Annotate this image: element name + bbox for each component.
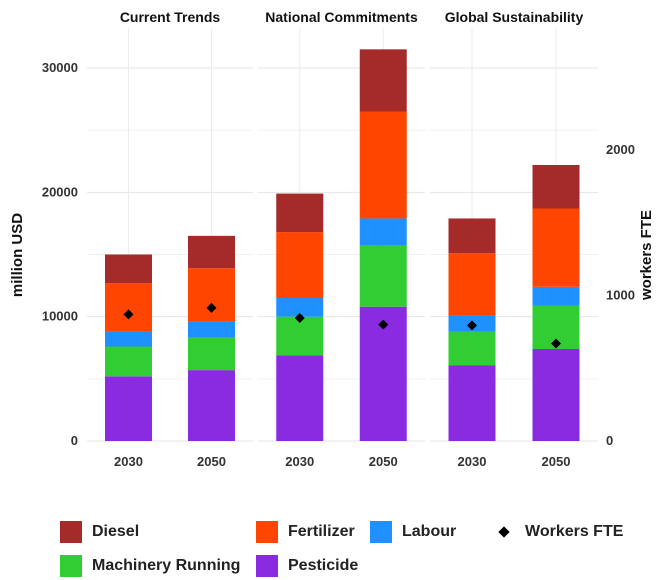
legend-swatch bbox=[60, 555, 82, 577]
bar-segment-fertilizer bbox=[105, 283, 152, 332]
bar-segment-fertilizer bbox=[448, 253, 496, 316]
x-tick-label: 2050 bbox=[542, 454, 571, 469]
legend-swatch bbox=[60, 521, 82, 543]
legend-swatch bbox=[256, 521, 278, 543]
bar-segment-fertilizer bbox=[532, 208, 580, 287]
bar-segment-pesticide bbox=[276, 355, 324, 441]
legend-item-machinery-running: Machinery Running bbox=[60, 554, 240, 578]
workers-fte-marker bbox=[123, 309, 134, 320]
bar-segment-labour bbox=[276, 298, 324, 317]
facet-title: National Commitments bbox=[265, 9, 418, 25]
workers-fte-marker bbox=[294, 313, 305, 324]
bar-segment-fertilizer bbox=[276, 232, 324, 299]
legend-item-diesel: Diesel bbox=[60, 520, 139, 544]
legend-item-pesticide: Pesticide bbox=[256, 554, 358, 578]
bar-segment-diesel bbox=[532, 164, 580, 209]
bar-segment-machinery-running bbox=[276, 316, 324, 356]
legend-swatch bbox=[256, 555, 278, 577]
bar-segment-labour bbox=[359, 218, 407, 246]
y2-tick-label: 1000 bbox=[606, 288, 635, 303]
bar-segment-pesticide bbox=[188, 370, 235, 441]
legend-label: Labour bbox=[402, 523, 457, 540]
bar-segment-diesel bbox=[105, 254, 152, 284]
stacked-bar-chart: Current Trends National Commitments Global… bbox=[9, 9, 655, 469]
y-tick-label: 0 bbox=[71, 433, 78, 448]
y-tick-label: 30000 bbox=[42, 60, 78, 75]
bar-segment-machinery-running bbox=[188, 337, 235, 371]
legend-label: Diesel bbox=[92, 523, 140, 540]
x-tick-label: 2030 bbox=[114, 454, 143, 469]
bar-segment-pesticide bbox=[105, 376, 152, 441]
legend-diamond-swatch bbox=[493, 521, 515, 543]
legend-label: Fertilizer bbox=[288, 523, 355, 540]
y-tick-label: 20000 bbox=[42, 184, 78, 199]
bar-segment-labour bbox=[532, 286, 580, 306]
bar-segment-fertilizer bbox=[188, 268, 235, 322]
bar-segment-machinery-running bbox=[448, 331, 496, 366]
workers-fte-marker bbox=[467, 320, 477, 331]
workers-fte-marker bbox=[551, 338, 561, 349]
bar-segment-labour bbox=[105, 331, 152, 347]
bar-segment-diesel bbox=[359, 49, 407, 112]
facet-title: Global Sustainability bbox=[445, 9, 584, 25]
x-tick-label: 2030 bbox=[285, 454, 314, 469]
bar-segment-diesel bbox=[448, 218, 496, 254]
y-axis-right: 0 1000 2000 bbox=[606, 142, 635, 448]
y-axis-left: 0 10000 20000 30000 bbox=[42, 60, 78, 448]
bar-segment-pesticide bbox=[448, 365, 496, 441]
bar-segment-machinery-running bbox=[105, 346, 152, 377]
y2-tick-label: 0 bbox=[606, 433, 613, 448]
legend-label: Pesticide bbox=[288, 557, 359, 574]
legend-label: Workers FTE bbox=[525, 523, 624, 540]
workers-fte-marker bbox=[378, 319, 389, 330]
legend-item-labour: Labour bbox=[370, 520, 456, 544]
y-tick-label: 10000 bbox=[42, 309, 78, 324]
bar-segment-diesel bbox=[188, 235, 235, 269]
legend-item-workers-fte: Workers FTE bbox=[493, 520, 623, 544]
y2-axis-title: workers FTE bbox=[638, 210, 655, 301]
x-tick-label: 2050 bbox=[369, 454, 398, 469]
legend: Diesel Fertilizer Labour Workers FTE Machine… bbox=[60, 520, 660, 580]
y2-tick-label: 2000 bbox=[606, 142, 635, 157]
bar-segment-labour bbox=[188, 321, 235, 338]
facet-titles: Current Trends National Commitments Global… bbox=[120, 9, 584, 25]
legend-swatch bbox=[370, 521, 392, 543]
x-tick-label: 2050 bbox=[197, 454, 226, 469]
legend-item-fertilizer: Fertilizer bbox=[256, 520, 355, 544]
workers-fte-markers bbox=[123, 302, 561, 349]
x-tick-label: 2030 bbox=[458, 454, 487, 469]
facet-title: Current Trends bbox=[120, 9, 221, 25]
bar-segment-diesel bbox=[276, 193, 324, 233]
grid-lines bbox=[87, 28, 598, 442]
bar-segment-pesticide bbox=[532, 348, 580, 441]
legend-label: Machinery Running bbox=[92, 557, 241, 574]
y-axis-title: million USD bbox=[9, 213, 26, 297]
workers-fte-marker bbox=[206, 302, 217, 313]
bar-segment-fertilizer bbox=[359, 111, 407, 219]
bar-segment-machinery-running bbox=[359, 245, 407, 307]
x-axis: 2030 2050 2030 2050 2030 2050 bbox=[114, 454, 570, 469]
bars bbox=[105, 49, 580, 441]
